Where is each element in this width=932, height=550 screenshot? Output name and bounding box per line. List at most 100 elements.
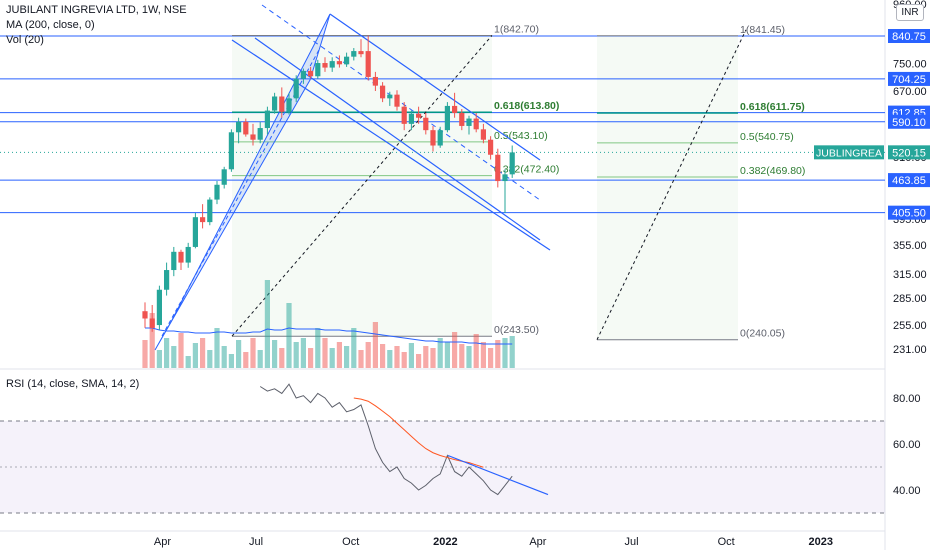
candle-body	[200, 217, 206, 223]
volume-bar	[459, 344, 465, 368]
price-level-badge-label: 405.50	[892, 208, 926, 220]
time-axis-label: 2022	[433, 536, 457, 548]
volume-bar	[207, 350, 213, 368]
candle-body	[344, 56, 350, 65]
volume-bar	[408, 343, 414, 368]
volume-bar	[221, 346, 227, 368]
price-tick-label: 285.00	[893, 293, 927, 305]
volume-bar	[272, 340, 278, 368]
volume-ma-line	[145, 327, 513, 345]
price-level-badge-label: 463.85	[892, 175, 926, 187]
volume-bar	[236, 340, 242, 368]
candle-body	[387, 94, 393, 99]
volume-bar	[149, 313, 155, 368]
price-tick-label: 315.00	[893, 269, 927, 281]
price-level-badge-label: 840.75	[892, 31, 926, 43]
volume-bar	[156, 350, 162, 368]
volume-bar	[387, 350, 393, 368]
candle-body	[365, 51, 371, 77]
price-tick-label: 255.00	[893, 320, 927, 332]
volume-bar	[336, 342, 342, 368]
volume-bar	[185, 356, 191, 368]
price-tick-label: 355.00	[893, 240, 927, 252]
candle-body	[488, 139, 494, 155]
volume-bar	[178, 333, 184, 368]
candle-body	[459, 112, 465, 126]
volume-bar	[322, 338, 328, 368]
fib-left-label: 0.382(472.40)	[494, 164, 559, 176]
fib-right-label: 0.5(540.75)	[740, 131, 794, 143]
falling-channel-upper	[329, 13, 541, 161]
volume-bar	[279, 348, 285, 368]
candle-body	[164, 270, 170, 290]
volume-bar	[495, 340, 501, 368]
volume-bar	[293, 342, 299, 368]
volume-bar	[358, 350, 364, 368]
candle-body	[272, 96, 278, 111]
candle-body	[228, 132, 234, 170]
candle-body	[473, 118, 479, 130]
current-price-badge	[888, 145, 930, 160]
time-axis-label: Apr	[154, 536, 171, 548]
volume-bar	[286, 303, 292, 368]
candle-body	[322, 63, 328, 68]
candle-body	[214, 184, 220, 200]
candle-body	[315, 63, 321, 77]
time-axis-label: 2023	[809, 536, 833, 548]
fib-right-label: 0(240.05)	[740, 328, 785, 340]
candle-body	[250, 134, 256, 140]
volume-bar	[228, 354, 234, 368]
candle-body	[171, 251, 177, 271]
volume-legend: Vol (20)	[6, 34, 44, 46]
price-level-badge	[888, 114, 930, 129]
candle-body	[243, 121, 249, 135]
rsi-tick-label: 60.00	[893, 439, 921, 451]
volume-bar	[344, 346, 350, 368]
candle-body	[444, 105, 450, 131]
candle-body	[286, 98, 292, 112]
volume-bar	[473, 334, 479, 368]
candle-body	[185, 246, 191, 263]
candle-body	[380, 85, 386, 99]
fib-left-label: 0.618(613.80)	[494, 100, 559, 112]
price-tick-label: 750.00	[893, 59, 927, 71]
rsi-trend-line	[447, 454, 549, 496]
candle-body	[466, 118, 472, 126]
fib-left-trend-line	[231, 35, 493, 337]
fib-left-label: 0(243.50)	[494, 324, 539, 336]
volume-bar	[466, 346, 472, 368]
fib-right-label: 0.618(611.75)	[740, 101, 805, 113]
candle-body	[351, 51, 357, 57]
candle-body	[394, 94, 400, 107]
volume-bar	[351, 328, 357, 368]
candle-body	[329, 61, 335, 68]
volume-bar	[171, 346, 177, 368]
candle-body	[257, 128, 263, 140]
price-level-badge	[888, 71, 930, 86]
price-level-badge	[888, 173, 930, 188]
candle-body	[142, 311, 148, 319]
candle-body	[300, 70, 306, 79]
volume-bar	[300, 338, 306, 368]
volume-bar	[142, 340, 148, 368]
candle-body	[264, 110, 270, 129]
volume-bar	[437, 338, 443, 368]
candle-body	[336, 61, 342, 65]
candle-body	[452, 105, 458, 113]
time-axis-label: Apr	[529, 536, 546, 548]
candle-body	[401, 106, 407, 124]
price-level-badge	[888, 205, 930, 220]
chart-title: JUBILANT INGREVIA LTD, 1W, NSE	[6, 4, 187, 16]
candle-body	[480, 129, 486, 140]
rsi-tick-label: 40.00	[893, 485, 921, 497]
volume-bar	[329, 348, 335, 368]
price-level-badge	[888, 29, 930, 43]
volume-bar	[423, 346, 429, 368]
rsi-legend: RSI (14, close, SMA, 14, 2)	[6, 378, 140, 390]
volume-bar	[380, 344, 386, 368]
candle-body	[408, 113, 414, 124]
currency-badge[interactable]: INR	[896, 4, 924, 21]
time-axis-label: Jul	[624, 536, 638, 548]
candle-body	[502, 174, 508, 182]
